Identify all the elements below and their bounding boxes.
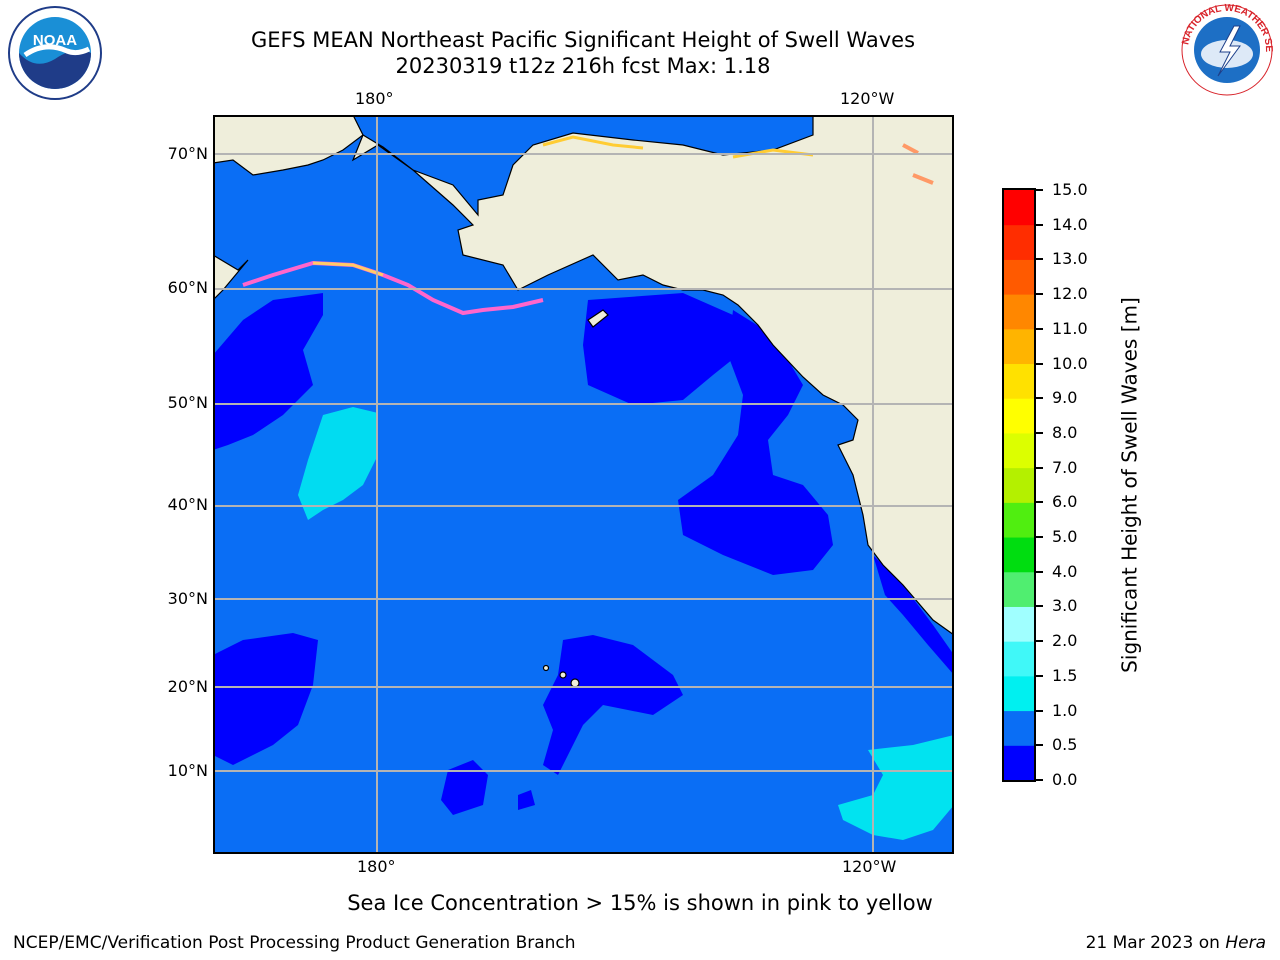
colorbar-tick-mark: [1036, 501, 1043, 504]
colorbar-tick-mark: [1036, 466, 1043, 469]
colorbar-segment: [1004, 710, 1034, 746]
colorbar-segment: [1004, 675, 1034, 712]
colorbar-segment: [1004, 328, 1034, 365]
colorbar-tick-mark: [1036, 293, 1043, 296]
colorbar-tick-label: 2.0: [1052, 631, 1078, 651]
colorbar-segment: [1004, 571, 1034, 607]
colorbar-tick-mark: [1036, 362, 1043, 365]
lon-tick-bottom-120w: 120°W: [842, 857, 897, 876]
colorbar-tick-label: 12.0: [1052, 284, 1088, 304]
colorbar-tick-mark: [1036, 536, 1043, 539]
colorbar-segment: [1004, 224, 1034, 260]
footer-date: 21 Mar 2023 on Hera: [1086, 933, 1266, 953]
lat-tick-10n: 10°N: [167, 761, 208, 780]
noaa-logo: NOAA: [5, 5, 105, 105]
lon-tick-bottom-180: 180°: [357, 857, 396, 876]
footer-machine: Hera: [1225, 933, 1266, 953]
colorbar-tick-label: 15.0: [1052, 180, 1088, 199]
lat-tick-50n: 50°N: [167, 393, 208, 412]
colorbar-tick-mark: [1036, 709, 1043, 712]
colorbar-tick-label: 7.0: [1052, 457, 1078, 477]
colorbar: [1002, 188, 1036, 782]
chart-subtitle: 20230319 t12z 216h fcst Max: 1.18: [395, 54, 771, 78]
nws-logo: NATIONAL WEATHER SERVICE: [1172, 0, 1278, 102]
colorbar-tick-label: 14.0: [1052, 214, 1088, 234]
colorbar-tick-mark: [1036, 779, 1043, 781]
colorbar-segment: [1004, 606, 1034, 642]
footer-date-text: 21 Mar 2023 on: [1085, 933, 1226, 953]
colorbar-tick-label: 3.0: [1052, 596, 1078, 616]
colorbar-tick-mark: [1036, 570, 1043, 573]
colorbar-tick-mark: [1036, 189, 1043, 191]
low-swell-regions: [213, 293, 954, 815]
colorbar-tick-label: 10.0: [1052, 353, 1088, 373]
lat-tick-20n: 20°N: [167, 677, 208, 696]
lat-tick-70n: 70°N: [167, 144, 208, 163]
colorbar-segment: [1004, 537, 1034, 573]
svg-text:NOAA: NOAA: [33, 32, 77, 49]
colorbar-segment: [1004, 432, 1034, 469]
colorbar-tick-label: 13.0: [1052, 249, 1088, 269]
colorbar-tick-mark: [1036, 223, 1043, 226]
high-swell-regions: [298, 407, 954, 840]
colorbar-tick-mark: [1036, 640, 1043, 643]
lat-tick-60n: 60°N: [167, 278, 208, 297]
lat-tick-40n: 40°N: [167, 495, 208, 514]
map-frame: [213, 115, 954, 854]
colorbar-tick-mark: [1036, 431, 1043, 434]
lat-tick-30n: 30°N: [167, 589, 208, 608]
colorbar-tick-label: 4.0: [1052, 561, 1078, 581]
footer-credit: NCEP/EMC/Verification Post Processing Pr…: [13, 933, 576, 953]
colorbar-tick-label: 6.0: [1052, 492, 1078, 512]
graticule: [213, 115, 954, 854]
colorbar-segment: [1004, 363, 1034, 399]
colorbar-segment: [1004, 467, 1034, 503]
colorbar-tick-label: 11.0: [1052, 318, 1088, 338]
swell-height-map: [213, 115, 954, 854]
colorbar-segment: [1004, 745, 1034, 781]
chart-title: GEFS MEAN Northeast Pacific Significant …: [250, 28, 916, 52]
colorbar-tick-mark: [1036, 327, 1043, 330]
colorbar-tick-mark: [1036, 397, 1043, 400]
colorbar-segment: [1004, 190, 1034, 226]
colorbar-tick-label: 0.0: [1052, 770, 1078, 789]
colorbar-segment: [1004, 294, 1034, 330]
colorbar-tick-mark: [1036, 744, 1043, 747]
colorbar-tick-label: 1.0: [1052, 700, 1078, 720]
colorbar-tick-mark: [1036, 258, 1043, 261]
lon-tick-top-180: 180°: [355, 89, 394, 108]
colorbar-tick-label: 9.0: [1052, 388, 1078, 408]
sea-ice-note: Sea Ice Concentration > 15% is shown in …: [347, 891, 933, 915]
colorbar-tick-mark: [1036, 605, 1043, 608]
colorbar-frame: [1002, 188, 1036, 782]
colorbar-segment: [1004, 641, 1034, 677]
colorbar-tick-label: 1.5: [1052, 665, 1078, 685]
colorbar-tick-mark: [1036, 674, 1043, 677]
colorbar-segment: [1004, 259, 1034, 295]
colorbar-tick-label: 5.0: [1052, 527, 1078, 547]
colorbar-tick-label: 8.0: [1052, 422, 1078, 442]
colorbar-segment: [1004, 398, 1034, 434]
lon-tick-top-120w: 120°W: [840, 89, 895, 108]
colorbar-segment: [1004, 502, 1034, 538]
colorbar-tick-label: 0.5: [1052, 735, 1078, 755]
colorbar-label: Significant Height of Swell Waves [m]: [1117, 297, 1142, 673]
